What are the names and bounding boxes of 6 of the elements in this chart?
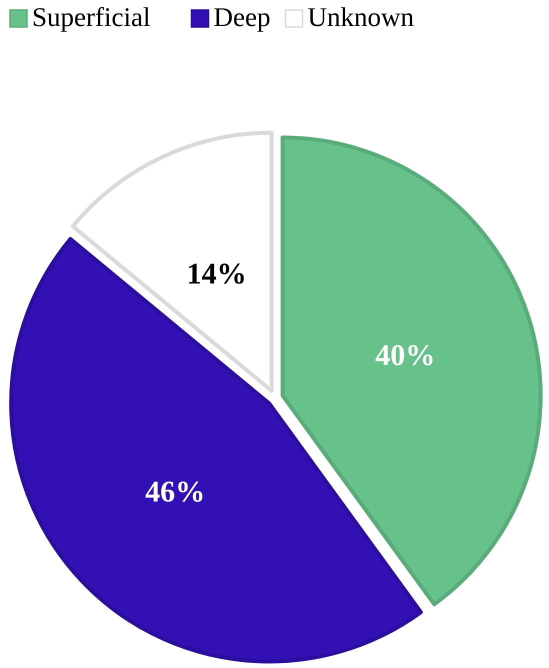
data-label: 40% — [375, 339, 436, 372]
data-label: 14% — [186, 258, 247, 291]
legend-label: Unknown — [308, 2, 414, 32]
legend-label: Superficial — [32, 2, 150, 32]
legend-label: Deep — [214, 2, 270, 32]
data-label: 46% — [145, 475, 206, 508]
